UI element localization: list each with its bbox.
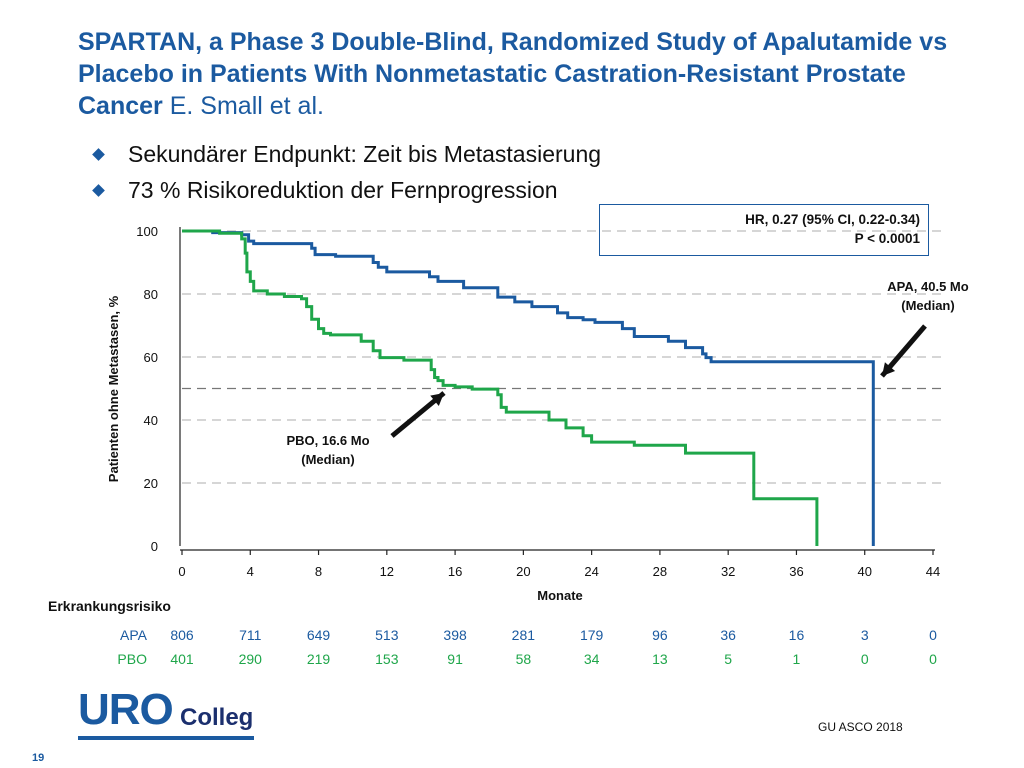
y-tick-label: 80 <box>144 287 158 302</box>
risk-table-title: Erkrankungsrisiko <box>48 598 171 614</box>
source-citation: GU ASCO 2018 <box>818 720 903 734</box>
risk-table-cell: 5 <box>724 651 732 667</box>
y-tick-label: 100 <box>136 224 158 239</box>
apa-median-label: APA, 40.5 Mo <box>887 279 968 294</box>
y-tick-label: 40 <box>144 413 158 428</box>
apa-median-arrow-head <box>882 362 896 376</box>
x-tick-label: 0 <box>178 564 185 579</box>
risk-table-cell: 711 <box>239 627 262 643</box>
km-chart: 0 4 8 12 16 20 24 28 32 36 40 44020406080100MonateP… <box>106 224 969 667</box>
risk-table-cell: 0 <box>861 651 869 667</box>
risk-table-cell: 16 <box>789 627 805 643</box>
title-author: E. Small et al. <box>169 92 324 120</box>
logo-underline <box>78 736 254 740</box>
risk-table-cell: 36 <box>720 627 736 643</box>
risk-row-label: APA <box>120 627 148 643</box>
x-tick-label: 28 <box>653 564 667 579</box>
x-tick-label: 8 <box>315 564 322 579</box>
bullet-text: 73 % Risikoreduktion der Fernprogression <box>128 177 558 203</box>
logo-colleg-text: Colleg <box>180 704 254 731</box>
risk-table-cell: 0 <box>929 627 937 643</box>
risk-table-cell: 281 <box>512 627 536 643</box>
p-value-text: P < 0.0001 <box>854 231 920 246</box>
bullet-list: Sekundärer Endpunkt: Zeit bis Metastasie… <box>90 136 601 208</box>
apa-median-label: (Median) <box>901 298 954 313</box>
hazard-ratio-box: HR, 0.27 (95% CI, 0.22-0.34) P < 0.0001 <box>599 204 929 256</box>
x-tick-label: 32 <box>721 564 735 579</box>
risk-table-cell: 34 <box>584 651 600 667</box>
risk-table-cell: 0 <box>929 651 937 667</box>
risk-table-cell: 219 <box>307 651 331 667</box>
x-tick-label: 16 <box>448 564 462 579</box>
pbo-median-arrow-head <box>430 393 444 407</box>
risk-table-cell: 3 <box>861 627 869 643</box>
x-tick-label: 36 <box>789 564 803 579</box>
risk-table-cell: 649 <box>307 627 331 643</box>
x-tick-label: 44 <box>926 564 940 579</box>
y-axis-label: Patienten ohne Metastasen, % <box>106 295 121 482</box>
x-tick-label: 20 <box>516 564 530 579</box>
hazard-ratio-text: HR, 0.27 (95% CI, 0.22-0.34) <box>745 212 920 227</box>
risk-table-cell: 153 <box>375 651 399 667</box>
risk-table-cell: 398 <box>443 627 467 643</box>
risk-table-cell: 806 <box>170 627 194 643</box>
km-curve-apa <box>182 229 875 546</box>
x-tick-label: 4 <box>247 564 254 579</box>
risk-table-cell: 290 <box>239 651 263 667</box>
risk-table-cell: 13 <box>652 651 668 667</box>
urocolleg-logo: URO Colleg <box>78 688 258 742</box>
y-tick-label: 20 <box>144 476 158 491</box>
risk-table-cell: 401 <box>170 651 194 667</box>
risk-row-label: PBO <box>117 651 147 667</box>
x-axis-label: Monate <box>537 588 583 603</box>
risk-table-cell: 179 <box>580 627 604 643</box>
risk-table-cell: 96 <box>652 627 668 643</box>
risk-table-cell: 91 <box>447 651 463 667</box>
risk-table-cell: 58 <box>516 651 532 667</box>
risk-table-cell: 513 <box>375 627 399 643</box>
km-curve-pbo <box>182 229 819 546</box>
bullet-item: Sekundärer Endpunkt: Zeit bis Metastasie… <box>90 136 601 172</box>
bullet-text: Sekundärer Endpunkt: Zeit bis Metastasie… <box>128 141 602 167</box>
risk-table-cell: 1 <box>793 651 801 667</box>
slide-title: SPARTAN, a Phase 3 Double-Blind, Randomi… <box>78 26 978 122</box>
pbo-median-label: PBO, 16.6 Mo <box>286 433 369 448</box>
page-number: 19 <box>32 752 45 764</box>
x-tick-label: 12 <box>380 564 394 579</box>
y-tick-label: 60 <box>144 350 158 365</box>
pbo-median-label: (Median) <box>301 452 354 467</box>
y-tick-label: 0 <box>151 539 158 554</box>
bullet-item: 73 % Risikoreduktion der Fernprogression <box>90 172 601 208</box>
x-tick-label: 40 <box>857 564 871 579</box>
title-text: SPARTAN, a Phase 3 Double-Blind, Randomi… <box>78 28 948 120</box>
logo-uro-text: URO <box>78 685 174 734</box>
x-tick-label: 24 <box>584 564 598 579</box>
